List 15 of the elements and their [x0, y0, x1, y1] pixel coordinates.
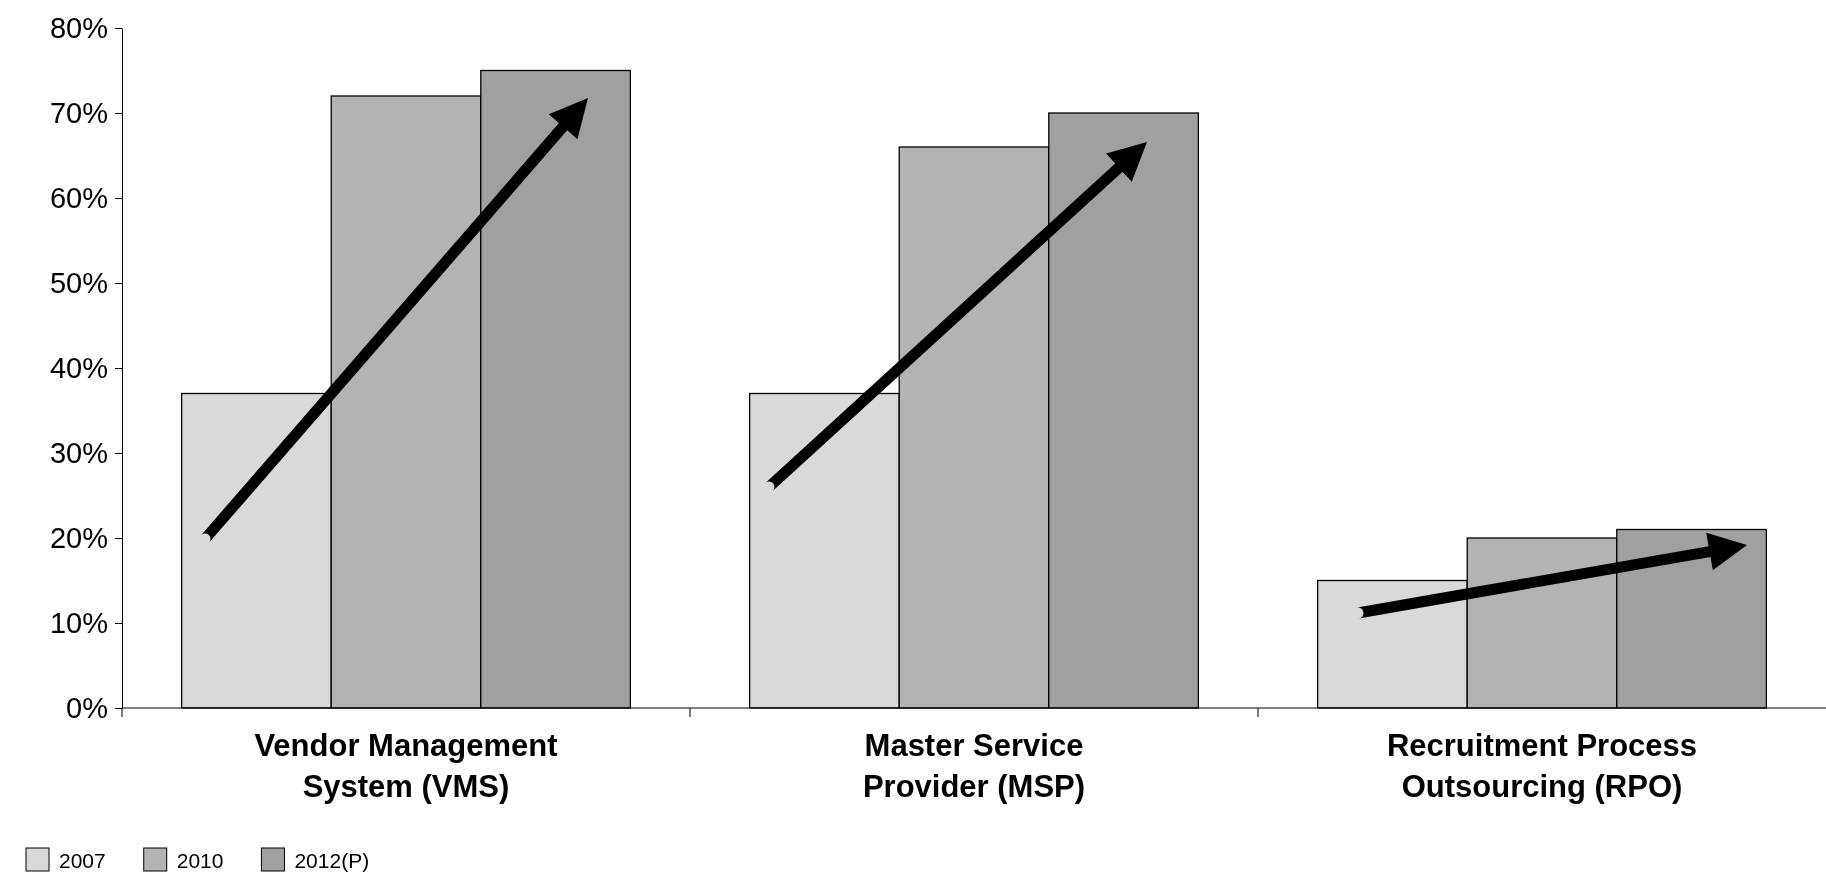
y-tick-label: 0% — [66, 691, 108, 724]
y-tick-label: 20% — [49, 521, 108, 554]
y-tick-label: 30% — [49, 436, 108, 469]
y-tick-label: 10% — [49, 606, 108, 639]
y-tick-label: 40% — [49, 351, 108, 384]
legend-label: 2010 — [176, 849, 224, 872]
x-tick-label: Recruitment Process Outsourcing (RPO) — [1386, 728, 1698, 804]
x-tick-label: Master Service Provider (MSP) — [862, 728, 1086, 804]
y-tick-label: 70% — [49, 96, 108, 129]
x-tick-label: Vendor Management System (VMS) — [254, 728, 558, 804]
legend-label: 2012(P) — [294, 849, 370, 872]
legend-label: 2007 — [59, 849, 106, 872]
y-tick-label: 80% — [49, 11, 108, 44]
y-tick-label: 50% — [49, 266, 108, 299]
y-tick-label: 60% — [49, 181, 108, 214]
